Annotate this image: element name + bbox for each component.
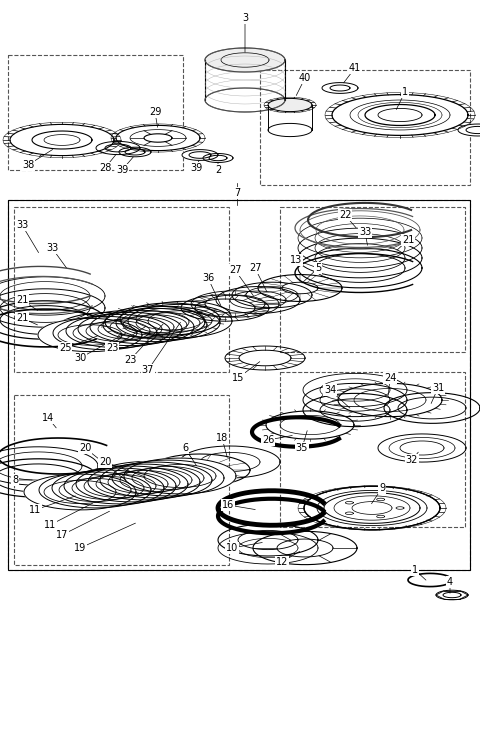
Polygon shape [112, 460, 224, 496]
Bar [260, 70, 470, 185]
Polygon shape [64, 468, 176, 504]
Polygon shape [78, 312, 182, 346]
Text: 34: 34 [324, 385, 336, 395]
Text: 8: 8 [12, 475, 18, 485]
Text: 5: 5 [315, 263, 321, 273]
Polygon shape [39, 472, 151, 508]
Text: 33: 33 [16, 220, 28, 230]
Polygon shape [116, 307, 220, 340]
Text: 6: 6 [182, 443, 188, 453]
Text: 13: 13 [290, 255, 302, 265]
Polygon shape [66, 315, 170, 347]
Text: 31: 31 [432, 383, 444, 393]
Polygon shape [88, 464, 200, 500]
Text: 14: 14 [42, 413, 54, 423]
Bar [8, 55, 183, 170]
Text: 22: 22 [339, 210, 351, 220]
Text: 3: 3 [242, 13, 248, 23]
Polygon shape [205, 48, 285, 72]
Polygon shape [90, 310, 194, 344]
Text: 18: 18 [216, 433, 228, 443]
Text: 23: 23 [106, 343, 118, 353]
Text: 20: 20 [79, 443, 91, 453]
Text: 38: 38 [22, 160, 34, 170]
Polygon shape [332, 94, 468, 135]
Text: 23: 23 [124, 355, 136, 365]
Text: 1: 1 [412, 565, 418, 575]
Polygon shape [119, 147, 151, 157]
Text: 7: 7 [234, 188, 240, 198]
Text: 30: 30 [74, 353, 86, 363]
Polygon shape [458, 124, 480, 136]
Text: 21: 21 [402, 235, 414, 245]
Text: 39: 39 [116, 165, 128, 175]
Polygon shape [124, 458, 236, 494]
Bar [280, 207, 465, 352]
Text: 11: 11 [44, 520, 56, 530]
Text: 36: 36 [202, 273, 214, 283]
Text: 17: 17 [56, 530, 68, 540]
Text: 24: 24 [384, 373, 396, 383]
Polygon shape [322, 83, 358, 94]
Text: 19: 19 [74, 543, 86, 553]
Text: 4: 4 [447, 577, 453, 587]
Polygon shape [268, 98, 312, 112]
Bar [8, 200, 470, 570]
Text: 29: 29 [149, 107, 161, 117]
Text: 27: 27 [229, 265, 241, 275]
Bar [14, 207, 229, 372]
Polygon shape [100, 462, 212, 498]
Text: 26: 26 [262, 435, 274, 445]
Polygon shape [116, 126, 200, 150]
Text: 12: 12 [276, 557, 288, 567]
Polygon shape [203, 153, 233, 162]
Polygon shape [38, 318, 142, 352]
Text: 9: 9 [379, 483, 385, 493]
Bar [8, 200, 470, 570]
Text: 40: 40 [299, 73, 311, 83]
Text: 2: 2 [215, 165, 221, 175]
Text: 28: 28 [99, 163, 111, 173]
Text: 32: 32 [406, 455, 418, 465]
Text: 1: 1 [402, 87, 408, 97]
Polygon shape [182, 150, 218, 161]
Polygon shape [76, 466, 188, 502]
Text: 21: 21 [16, 295, 28, 305]
Text: 41: 41 [349, 63, 361, 73]
Polygon shape [103, 308, 207, 341]
Polygon shape [52, 470, 164, 506]
Text: 11: 11 [29, 505, 41, 515]
Bar [14, 395, 229, 565]
Polygon shape [24, 474, 136, 510]
Polygon shape [96, 141, 140, 155]
Text: 33: 33 [359, 227, 371, 237]
Polygon shape [53, 316, 157, 350]
Text: 33: 33 [46, 243, 58, 253]
Text: 27: 27 [249, 263, 261, 273]
Polygon shape [10, 124, 114, 155]
Text: 16: 16 [222, 500, 234, 510]
Polygon shape [128, 304, 232, 338]
Text: 20: 20 [99, 457, 111, 467]
Polygon shape [436, 590, 468, 600]
Text: 39: 39 [190, 163, 202, 173]
Bar [280, 372, 465, 527]
Text: 15: 15 [232, 373, 244, 383]
Text: 7: 7 [234, 188, 240, 198]
Text: 35: 35 [296, 443, 308, 453]
Text: 21: 21 [16, 313, 28, 323]
Text: 37: 37 [142, 365, 154, 375]
Text: 25: 25 [59, 343, 71, 353]
Text: 10: 10 [226, 543, 238, 553]
